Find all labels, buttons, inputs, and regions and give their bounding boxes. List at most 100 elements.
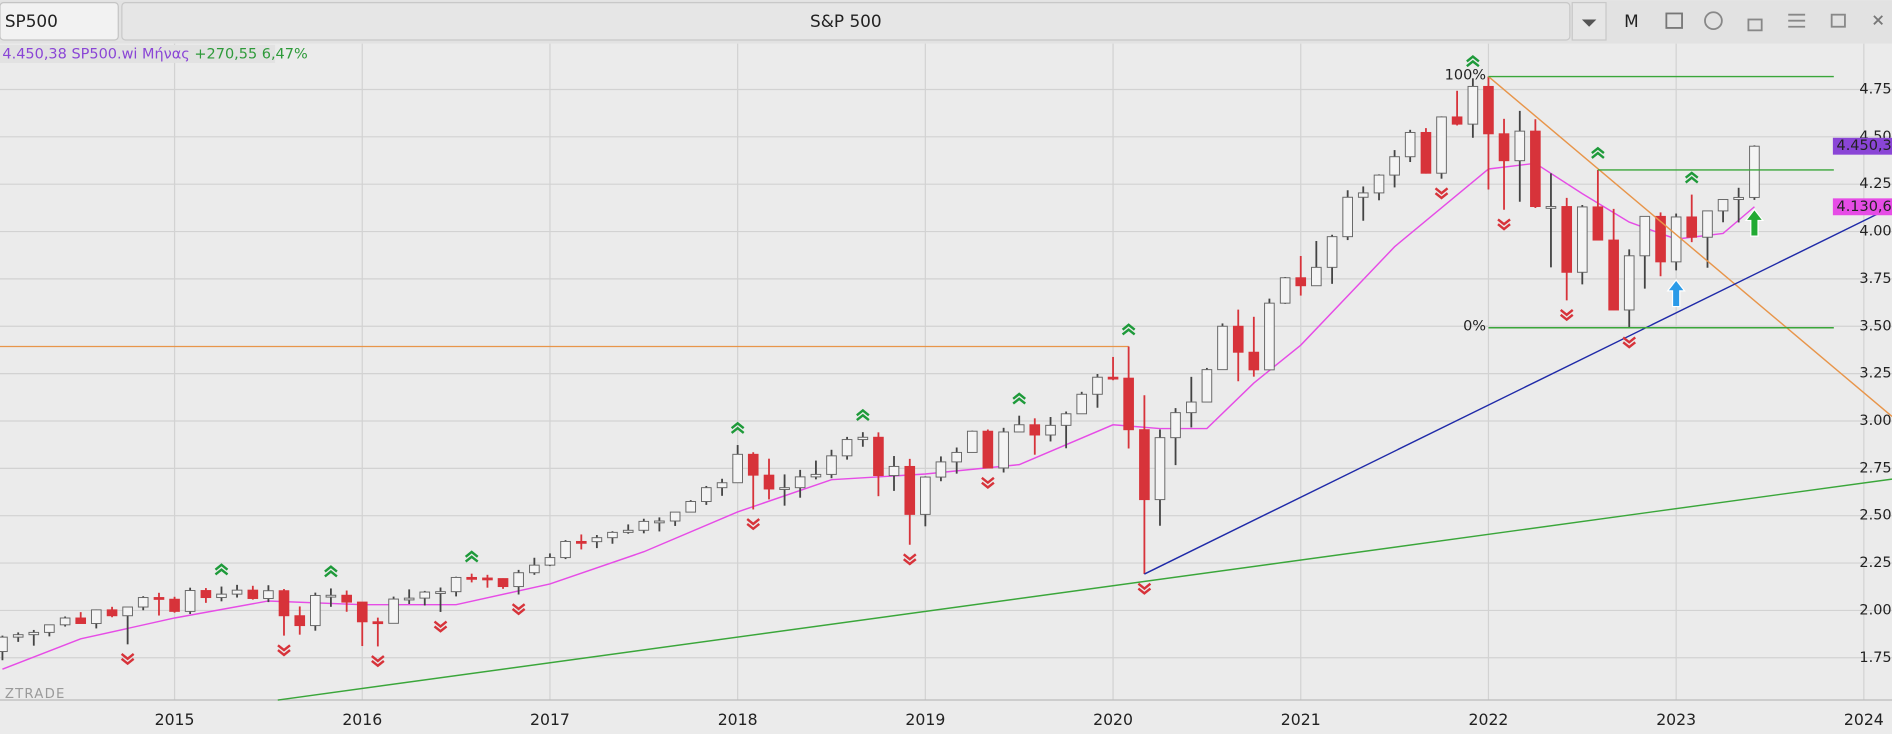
candle-body bbox=[920, 476, 931, 515]
y-tick-label: 3.000 bbox=[1859, 413, 1892, 429]
fractal-low bbox=[371, 655, 385, 668]
candle-body bbox=[966, 430, 978, 453]
layout-icon[interactable] bbox=[1665, 12, 1683, 29]
fractal-low bbox=[1622, 336, 1637, 349]
candle-body bbox=[1373, 174, 1385, 194]
candle-body bbox=[1655, 215, 1666, 263]
restore-icon[interactable] bbox=[1830, 13, 1846, 28]
candle-body bbox=[482, 577, 493, 581]
watermark: ZTRADE bbox=[5, 687, 66, 702]
quote-icon[interactable] bbox=[1704, 11, 1723, 31]
candle-body bbox=[497, 578, 509, 588]
x-tick-label: 2021 bbox=[1281, 710, 1321, 729]
candle-body bbox=[873, 436, 884, 477]
ma-tag: 4.130,65 bbox=[1836, 199, 1892, 215]
candle-body bbox=[12, 634, 24, 638]
candle-body bbox=[513, 572, 524, 588]
candle-body bbox=[841, 439, 853, 457]
x-tick-label: 2017 bbox=[530, 710, 570, 729]
candle-body bbox=[1311, 266, 1322, 287]
fractal-high bbox=[1591, 146, 1605, 159]
fractal-low bbox=[1497, 218, 1511, 231]
candle-body bbox=[310, 594, 321, 627]
candle-body bbox=[654, 520, 665, 524]
fractal-low bbox=[120, 653, 135, 666]
candle-body bbox=[716, 482, 728, 489]
candle-body bbox=[1420, 131, 1432, 174]
candle-body bbox=[90, 609, 102, 624]
fractal-high bbox=[324, 565, 338, 578]
y-tick-label: 3.250 bbox=[1859, 366, 1892, 382]
fib-label: 0% bbox=[1463, 319, 1486, 335]
candle-body bbox=[419, 591, 431, 599]
candle-body bbox=[1248, 351, 1260, 371]
candle-body bbox=[1592, 206, 1604, 241]
candle-body bbox=[1514, 130, 1526, 162]
candle-body bbox=[779, 487, 790, 490]
candle-body bbox=[1483, 85, 1494, 135]
candle-body bbox=[904, 465, 916, 515]
candle-body bbox=[700, 487, 712, 502]
candle-body bbox=[1467, 85, 1479, 125]
candle-body bbox=[106, 609, 118, 617]
price-tag: 4.450,38 bbox=[1836, 138, 1892, 154]
candle-body bbox=[529, 564, 540, 574]
candle-body bbox=[294, 615, 306, 627]
candle-body bbox=[1170, 412, 1181, 439]
y-tick-label: 3.500 bbox=[1859, 318, 1892, 334]
candle-body bbox=[75, 617, 87, 624]
fractal-low bbox=[433, 620, 448, 633]
dropdown-icon bbox=[1581, 19, 1597, 27]
candle-body bbox=[28, 631, 40, 636]
close-icon[interactable] bbox=[1873, 15, 1883, 25]
candle-body bbox=[1530, 130, 1541, 208]
plot-area: 100% 0% 1.750 2.000 2.250 2.500 2.750 3.000 3.25… bbox=[0, 43, 1892, 729]
candle-body bbox=[591, 537, 603, 543]
fractal-low bbox=[1434, 187, 1449, 200]
x-tick-label: 2016 bbox=[342, 710, 382, 729]
menu-icon[interactable] bbox=[1788, 13, 1806, 28]
lock-icon[interactable] bbox=[1747, 18, 1763, 32]
candle-body bbox=[1357, 192, 1369, 198]
candle-body bbox=[1733, 196, 1744, 201]
y-tick-label: 3.750 bbox=[1859, 271, 1892, 287]
fractal-high bbox=[214, 563, 229, 576]
info-line: 4.450,38 SP500.wi Μήνας +270,55 6,47% bbox=[2, 46, 307, 62]
candle-body bbox=[1545, 206, 1557, 209]
x-tick-label: 2020 bbox=[1093, 710, 1133, 729]
symbol-input[interactable] bbox=[0, 1, 119, 41]
candle-body bbox=[1608, 239, 1619, 311]
candle-body bbox=[638, 520, 650, 531]
candle-body bbox=[388, 598, 399, 624]
candle-body bbox=[607, 531, 618, 539]
candle-body bbox=[1045, 424, 1056, 436]
period-button[interactable]: M bbox=[1624, 11, 1639, 31]
candle-body bbox=[1389, 156, 1400, 176]
candle-body bbox=[247, 589, 259, 599]
candle-body bbox=[982, 430, 994, 469]
candle-body bbox=[763, 474, 775, 490]
fractal-low bbox=[1137, 582, 1152, 595]
fractal-high bbox=[1684, 171, 1699, 184]
fractal-high bbox=[1121, 323, 1136, 336]
candle-body bbox=[1107, 376, 1119, 380]
candle-body bbox=[560, 540, 571, 559]
candle-body bbox=[1123, 377, 1134, 431]
candle-body bbox=[1201, 369, 1213, 403]
candle-body bbox=[1029, 424, 1041, 436]
fib-label: 100% bbox=[1445, 67, 1486, 83]
y-tick-label: 2.250 bbox=[1859, 555, 1892, 571]
candle-body bbox=[169, 598, 180, 612]
candle-body bbox=[1186, 401, 1197, 414]
candle-body bbox=[1326, 236, 1338, 268]
y-tick-label: 2.000 bbox=[1859, 602, 1892, 618]
title-bar bbox=[121, 1, 1571, 41]
trend-line bbox=[1488, 76, 1892, 418]
candle-body bbox=[466, 576, 477, 580]
info-bg bbox=[0, 44, 276, 63]
trend-line bbox=[1144, 206, 1892, 575]
candle-body bbox=[794, 476, 806, 489]
candle-body bbox=[356, 601, 368, 623]
candle-body bbox=[998, 431, 1009, 469]
